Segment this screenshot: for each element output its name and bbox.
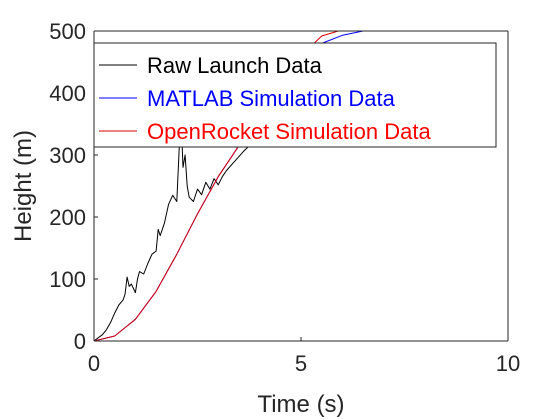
legend-label-2: OpenRocket Simulation Data [147,119,431,144]
x-tick-label: 5 [295,351,307,376]
y-tick-label: 500 [49,19,86,44]
y-axis-label: Height (m) [10,130,37,242]
x-ticks: 0 5 10 [88,337,520,376]
legend-entries: Raw Launch Data MATLAB Simulation Data Ope… [99,53,431,144]
legend-box [93,42,497,148]
x-axis-label: Time (s) [257,391,344,418]
legend-label-0: Raw Launch Data [147,53,323,78]
series-line-0 [94,111,252,341]
y-tick-label: 400 [49,81,86,106]
y-tick-label: 100 [49,267,86,292]
y-ticks: 0 100 200 300 400 500 [49,19,98,354]
y-tick-label: 200 [49,205,86,230]
x-tick-label: 10 [496,351,520,376]
legend-label-1: MATLAB Simulation Data [147,86,396,111]
y-tick-label: 300 [49,143,86,168]
legend: Raw Launch Data MATLAB Simulation Data Ope… [93,42,497,148]
x-tick-label: 0 [88,351,100,376]
y-tick-label: 0 [74,329,86,354]
